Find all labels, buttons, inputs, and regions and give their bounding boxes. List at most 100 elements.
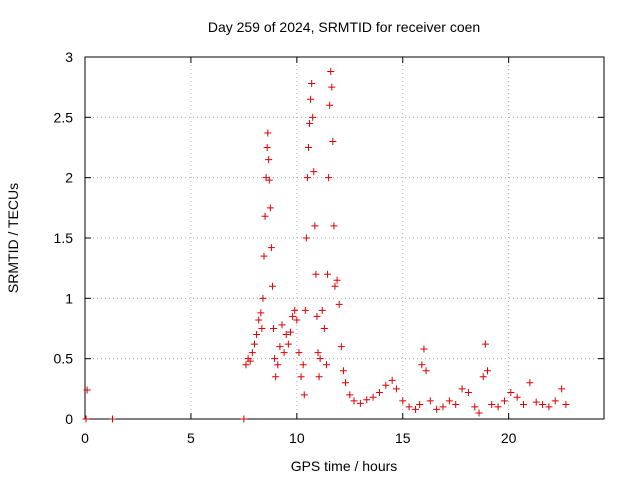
data-point <box>326 101 334 109</box>
data-point <box>335 300 343 308</box>
data-point <box>286 328 294 336</box>
y-tick-label: 2.5 <box>54 109 74 125</box>
data-point <box>318 306 326 314</box>
data-point <box>363 396 371 404</box>
x-tick-label: 10 <box>289 430 305 446</box>
data-point <box>240 415 248 423</box>
data-point <box>337 343 345 351</box>
data-point <box>325 174 333 182</box>
data-point <box>268 282 276 290</box>
data-point <box>342 379 350 387</box>
data-point <box>392 385 400 393</box>
data-point <box>271 355 279 363</box>
data-point <box>295 349 303 357</box>
y-tick-label: 1 <box>65 290 73 306</box>
data-point <box>301 306 309 314</box>
y-tick-label: 0.5 <box>54 351 74 367</box>
data-point <box>405 403 413 411</box>
data-point <box>532 398 540 406</box>
data-point <box>439 403 447 411</box>
data-point <box>418 361 426 369</box>
data-point <box>300 391 308 399</box>
data-point <box>303 174 311 182</box>
data-point <box>82 415 90 423</box>
data-point <box>513 393 521 401</box>
data-point <box>322 361 330 369</box>
data-point <box>316 355 324 363</box>
data-point <box>302 234 310 242</box>
data-point <box>507 388 515 396</box>
data-point <box>260 252 268 260</box>
axis-ticks: 0 5 10 15 20 0 0.5 1 1.5 2 2.5 3 <box>54 49 604 446</box>
data-point <box>315 373 323 381</box>
data-point <box>526 379 534 387</box>
data-point <box>520 401 528 409</box>
data-point <box>313 312 321 320</box>
data-points <box>82 67 570 423</box>
data-point <box>289 312 297 320</box>
y-tick-label: 1.5 <box>54 230 74 246</box>
data-point <box>327 67 335 75</box>
data-point <box>109 415 117 423</box>
data-point <box>307 95 315 103</box>
data-point <box>314 349 322 357</box>
y-axis-label: SRMTID / TECUs <box>5 183 21 293</box>
plot-frame <box>84 56 605 420</box>
data-point <box>388 376 396 384</box>
data-point <box>445 397 453 405</box>
data-point <box>369 393 377 401</box>
data-point <box>333 276 341 284</box>
data-point <box>464 388 472 396</box>
data-point <box>308 80 316 88</box>
data-point <box>458 385 466 393</box>
data-point <box>324 270 332 278</box>
data-point <box>261 212 269 220</box>
data-point <box>83 386 91 394</box>
data-point <box>481 340 489 348</box>
data-point <box>270 325 278 332</box>
y-tick-label: 2 <box>65 170 73 186</box>
data-point <box>500 397 508 405</box>
data-point <box>320 325 328 332</box>
data-point <box>494 403 502 411</box>
data-point <box>539 401 547 409</box>
data-point <box>399 397 407 405</box>
data-point <box>382 381 390 389</box>
data-point <box>258 325 266 332</box>
data-point <box>284 340 292 348</box>
data-point <box>346 391 354 399</box>
data-point <box>297 373 305 381</box>
data-point <box>264 129 272 137</box>
x-tick-label: 5 <box>187 430 195 446</box>
chart-title: Day 259 of 2024, SRMTID for receiver coe… <box>208 19 480 35</box>
x-tick-label: 0 <box>81 430 89 446</box>
data-point <box>312 270 320 278</box>
data-point <box>265 176 273 184</box>
data-point <box>267 244 275 252</box>
data-point <box>328 83 336 91</box>
data-point <box>255 316 263 324</box>
data-point <box>433 405 441 413</box>
data-point <box>416 401 424 409</box>
data-point <box>330 222 338 230</box>
x-tick-label: 20 <box>501 430 517 446</box>
data-point <box>420 345 428 353</box>
data-point <box>339 367 347 375</box>
x-axis-label: GPS time / hours <box>291 458 398 474</box>
data-point <box>479 373 487 381</box>
data-point <box>329 137 337 145</box>
data-point <box>475 409 483 417</box>
data-point <box>250 340 258 348</box>
data-point <box>411 405 419 413</box>
data-point <box>265 156 273 164</box>
data-point <box>299 361 307 369</box>
y-tick-label: 3 <box>65 49 73 65</box>
data-point <box>274 361 282 369</box>
data-point <box>309 113 317 121</box>
data-point <box>280 349 288 357</box>
data-point <box>562 401 570 409</box>
data-point <box>350 397 358 405</box>
data-point <box>253 331 261 339</box>
data-point <box>545 403 553 411</box>
